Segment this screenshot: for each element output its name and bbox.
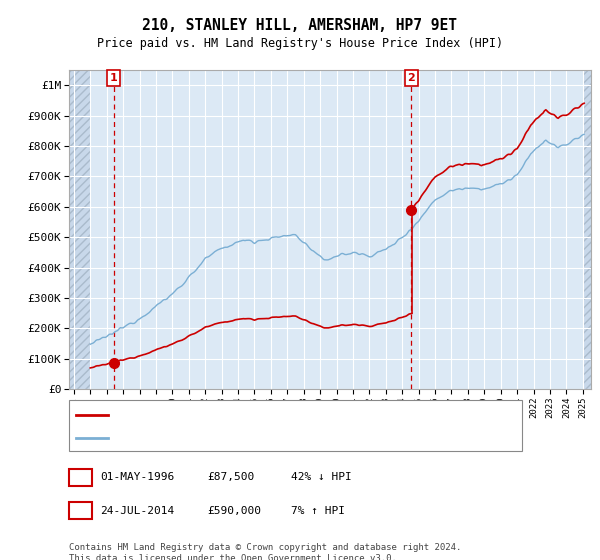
- Text: 7% ↑ HPI: 7% ↑ HPI: [291, 506, 345, 516]
- Text: Contains HM Land Registry data © Crown copyright and database right 2024.
This d: Contains HM Land Registry data © Crown c…: [69, 543, 461, 560]
- Text: £590,000: £590,000: [207, 506, 261, 516]
- Text: 01-MAY-1996: 01-MAY-1996: [100, 472, 175, 482]
- Bar: [69, 70, 91, 389]
- Text: 24-JUL-2014: 24-JUL-2014: [100, 506, 175, 516]
- Text: 1: 1: [77, 470, 84, 484]
- Text: 210, STANLEY HILL, AMERSHAM, HP7 9ET: 210, STANLEY HILL, AMERSHAM, HP7 9ET: [143, 18, 458, 32]
- Text: HPI: Average price, detached house, Buckinghamshire: HPI: Average price, detached house, Buck…: [112, 433, 418, 443]
- Text: 2: 2: [77, 504, 84, 517]
- Bar: [583, 70, 591, 389]
- Text: 1: 1: [110, 73, 118, 83]
- Text: Price paid vs. HM Land Registry's House Price Index (HPI): Price paid vs. HM Land Registry's House …: [97, 37, 503, 50]
- Text: 210, STANLEY HILL, AMERSHAM, HP7 9ET (detached house): 210, STANLEY HILL, AMERSHAM, HP7 9ET (de…: [112, 409, 430, 419]
- Text: £87,500: £87,500: [207, 472, 254, 482]
- Text: 2: 2: [407, 73, 415, 83]
- Text: 42% ↓ HPI: 42% ↓ HPI: [291, 472, 352, 482]
